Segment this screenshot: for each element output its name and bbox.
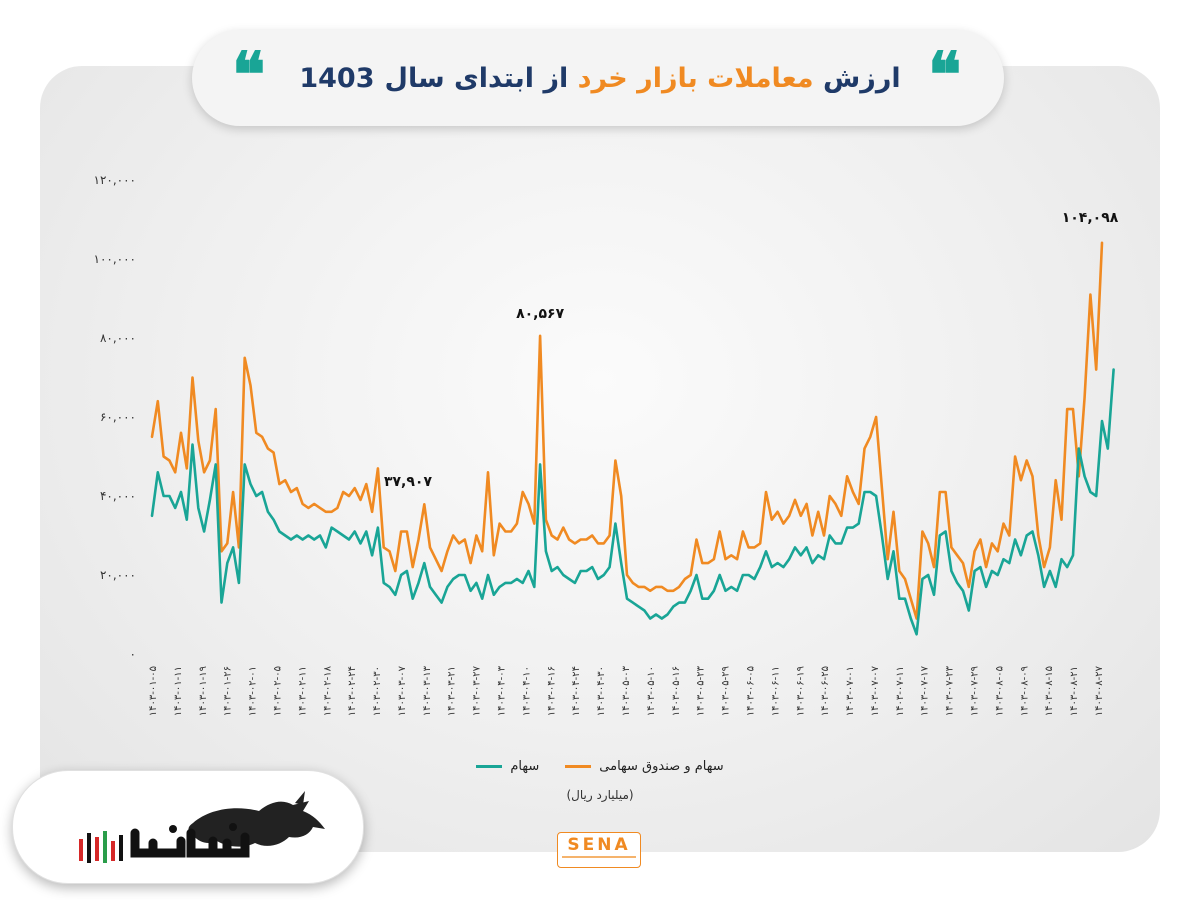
series-line-stocks-and-funds <box>150 241 1104 620</box>
x-tick-label: ۱۴۰۳-۰۷-۰۱ <box>845 666 856 716</box>
x-tick-label: ۱۴۰۳-۰۵-۲۹ <box>721 666 732 716</box>
x-tick-label: ۱۴۰۳-۰۸-۲۱ <box>1069 666 1080 716</box>
x-tick-label: ۱۴۰۳-۰۱-۰۵ <box>148 666 159 716</box>
x-tick-label: ۱۴۰۳-۰۵-۰۳ <box>621 665 632 716</box>
x-tick-label: ۱۴۰۳-۰۱-۱۹ <box>198 666 209 716</box>
x-tick-label: ۱۴۰۳-۰۷-۱۷ <box>920 665 931 716</box>
legend-label-stocks-and-funds: سهام و صندوق سهامی <box>599 758 724 774</box>
data-label: ۸۰,۵۶۷ <box>516 306 564 322</box>
legend: سهام و صندوق سهامی سهام <box>440 752 760 780</box>
sena-logo: SENA <box>557 832 641 868</box>
x-tick-label: ۱۴۰۳-۰۲-۰۱ <box>248 666 259 716</box>
x-tick-label: ۱۴۰۳-۰۷-۱۱ <box>895 666 906 716</box>
x-tick-label: ۱۴۰۳-۰۲-۱۱ <box>297 666 308 716</box>
sena-logo-underline <box>562 856 636 858</box>
x-tick-label: ۱۴۰۳-۰۲-۰۵ <box>272 666 283 716</box>
y-tick-label: ۱۲۰,۰۰۰ <box>94 173 137 187</box>
legend-swatch-teal <box>476 764 503 768</box>
data-label: ۳۷,۹۰۷ <box>384 474 432 490</box>
chart-card <box>40 66 1160 852</box>
x-tick-label: ۱۴۰۳-۰۶-۱۱ <box>770 666 781 716</box>
bull-icon <box>188 791 325 847</box>
x-tick-label: ۱۴۰۳-۰۴-۰۳ <box>497 665 508 716</box>
x-tick-label: ۱۴۰۳-۰۸-۰۹ <box>1019 666 1030 716</box>
y-tick-label: ۶۰,۰۰۰ <box>100 410 136 424</box>
legend-item-stocks: سهام <box>476 759 539 774</box>
x-tick-label: ۱۴۰۳-۰۷-۲۳ <box>945 665 956 716</box>
x-tick-label: ۱۴۰۳-۰۵-۱۰ <box>646 666 657 716</box>
legend-item-stocks-and-funds: سهام و صندوق سهامی <box>565 758 724 774</box>
x-tick-label: ۱۴۰۳-۰۳-۲۷ <box>472 665 483 716</box>
x-tick-label: ۱۴۰۳-۰۳-۱۳ <box>422 665 433 716</box>
x-tick-label: ۱۴۰۳-۰۴-۲۴ <box>571 666 582 716</box>
series-layer <box>150 241 1115 636</box>
x-tick-label: ۱۴۰۳-۰۷-۲۹ <box>970 666 981 716</box>
x-tick-label: ۱۴۰۳-۰۵-۱۶ <box>671 666 682 716</box>
legend-label-stocks: سهام <box>510 758 540 774</box>
x-tick-label: ۱۴۰۳-۰۱-۲۶ <box>223 666 234 716</box>
x-tick-label: ۱۴۰۳-۰۸-۱۵ <box>1044 666 1055 716</box>
page-title: ارزش معاملات بازار خرد از ابتدای سال 1403 <box>240 50 960 106</box>
x-axis: ۱۴۰۳-۰۱-۰۵ ۱۴۰۳-۰۱-۱۱ ۱۴۰۳-۰۱-۱۹ ۱۴۰۳-۰۱-۲۶… <box>148 665 1105 716</box>
y-axis: ۰ ۲۰,۰۰۰ ۴۰,۰۰۰ ۶۰,۰۰۰ ۸۰,۰۰۰ ۱۰۰,۰۰۰ ۱۲۰,۰۰۰ <box>94 173 137 661</box>
x-tick-label: ۱۴۰۳-۰۳-۲۱ <box>447 666 458 716</box>
legend-swatch-orange <box>565 764 592 768</box>
y-tick-label: ۴۰,۰۰۰ <box>100 489 136 503</box>
title-part-market: معاملات بازار خرد <box>577 62 814 94</box>
x-tick-label: ۱۴۰۳-۰۶-۰۵ <box>745 666 756 716</box>
annotation-layer: ۸۰,۵۶۷ ۳۷,۹۰۷ ۱۰۴,۰۹۸ <box>384 210 1119 490</box>
series-line-stocks <box>150 368 1115 636</box>
brand-candle-icon <box>79 831 123 863</box>
title-part-value: ارزش <box>823 62 901 94</box>
x-tick-label: ۱۴۰۳-۰۷-۰۷ <box>870 665 881 716</box>
quote-open-icon: ❝ <box>928 38 962 111</box>
x-tick-label: ۱۴۰۳-۰۸-۲۷ <box>1094 665 1105 716</box>
x-tick-label: ۱۴۰۳-۰۳-۰۷ <box>397 665 408 716</box>
x-tick-label: ۱۴۰۳-۰۲-۱۸ <box>322 665 333 716</box>
title-bar <box>192 30 1004 126</box>
data-label: ۱۰۴,۰۹۸ <box>1062 210 1119 226</box>
y-tick-label: ۰ <box>130 647 136 661</box>
y-tick-label: ۱۰۰,۰۰۰ <box>94 252 137 266</box>
quote-close-icon: ❝ <box>232 38 266 111</box>
title-year: 1403 <box>299 62 375 94</box>
brand-logo <box>79 791 325 863</box>
y-tick-label: ۲۰,۰۰۰ <box>100 568 136 582</box>
unit-label: (میلیارد ریال) <box>566 788 634 802</box>
y-tick-label: ۸۰,۰۰۰ <box>100 331 136 345</box>
x-tick-label: ۱۴۰۳-۰۴-۳۰ <box>596 666 607 716</box>
title-part-since: از ابتدای سال <box>384 62 569 94</box>
x-tick-label: ۱۴۰۳-۰۶-۲۵ <box>820 666 831 716</box>
brand-logo-card <box>12 770 364 884</box>
x-tick-label: ۱۴۰۳-۰۱-۱۱ <box>173 666 184 716</box>
x-tick-label: ۱۴۰۳-۰۴-۱۶ <box>546 666 557 716</box>
sena-logo-text: SENA <box>567 835 631 855</box>
x-tick-label: ۱۴۰۳-۰۸-۰۵ <box>994 666 1005 716</box>
brand-wordmark <box>130 823 250 858</box>
x-tick-label: ۱۴۰۳-۰۶-۱۹ <box>795 666 806 716</box>
x-tick-label: ۱۴۰۳-۰۲-۲۴ <box>347 666 358 716</box>
x-tick-label: ۱۴۰۳-۰۲-۳۰ <box>372 666 383 716</box>
x-tick-label: ۱۴۰۳-۰۴-۱۰ <box>521 666 532 716</box>
x-tick-label: ۱۴۰۳-۰۵-۲۳ <box>696 665 707 716</box>
